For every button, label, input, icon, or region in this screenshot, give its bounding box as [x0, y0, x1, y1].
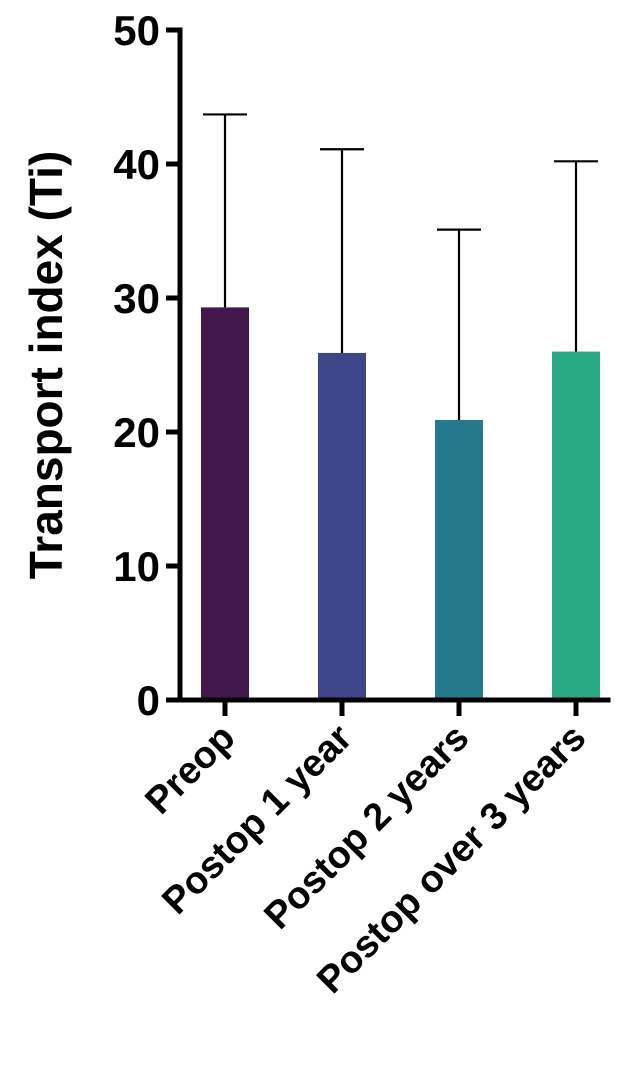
- error-bars-layer: [203, 113, 598, 420]
- y-axis-ticks: 0 10 20 30 40 50: [113, 7, 180, 724]
- x-tick-label: Preop: [138, 717, 244, 823]
- y-tick-label: 20: [113, 409, 160, 456]
- bars-layer: [201, 307, 600, 700]
- y-tick-label: 50: [113, 7, 160, 54]
- bar: [201, 307, 249, 700]
- bar: [435, 419, 483, 700]
- bar: [318, 352, 366, 700]
- y-axis-title: Transport index (Ti): [20, 151, 72, 580]
- y-tick-label: 10: [113, 543, 160, 590]
- y-tick-label: 40: [113, 141, 160, 188]
- y-tick-label: 0: [137, 677, 160, 724]
- bar: [552, 351, 600, 700]
- x-tick-label: Postop 2 years: [257, 717, 478, 938]
- y-tick-label: 30: [113, 275, 160, 322]
